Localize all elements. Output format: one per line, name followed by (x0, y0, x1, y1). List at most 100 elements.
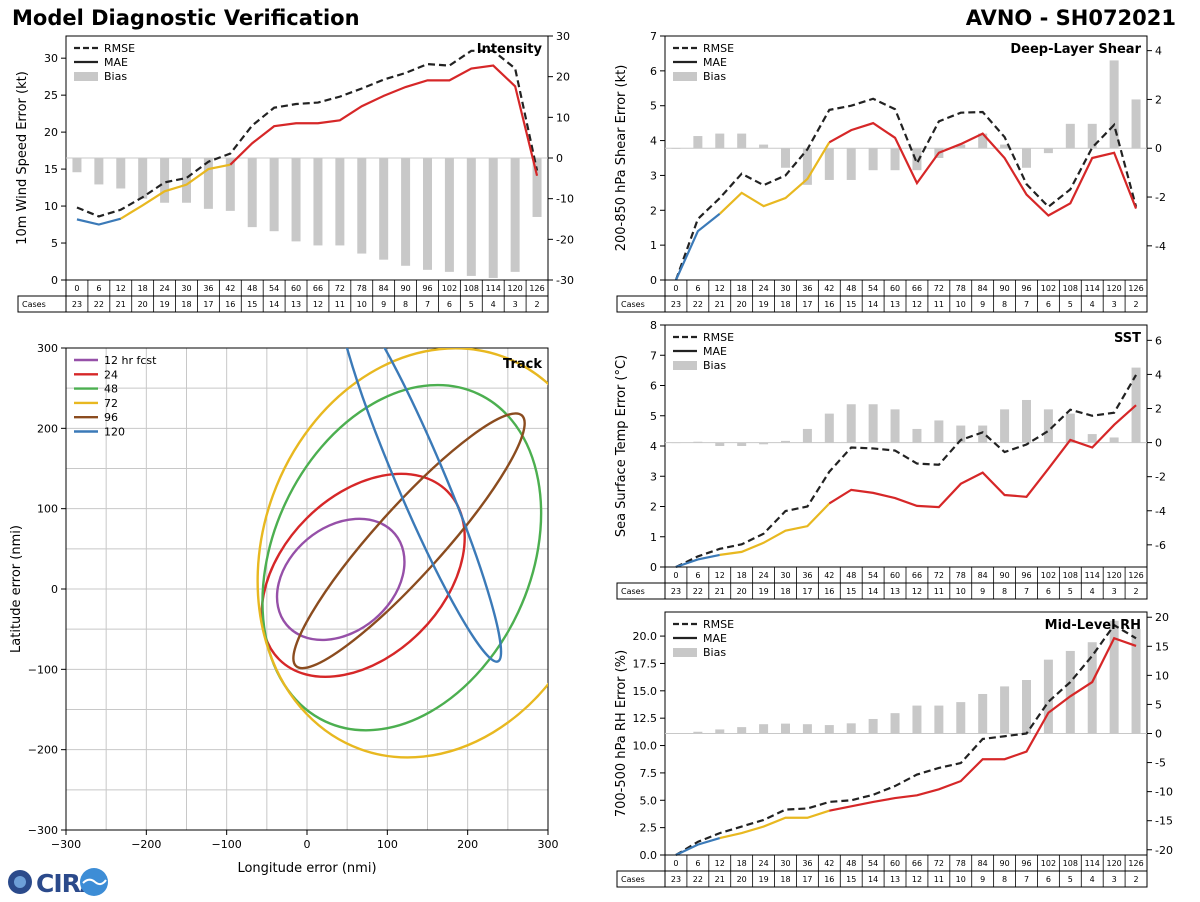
intensity-hour-cell-30: 30 (181, 284, 191, 293)
rh-legend-bias-label: Bias (703, 646, 726, 659)
track-ellipse-3 (256, 348, 548, 759)
sst-case-cell-108: 5 (1068, 587, 1073, 596)
intensity-bias-bar-66 (313, 158, 323, 246)
sst-case-cell-0: 23 (671, 587, 681, 596)
rh-case-cell-30: 18 (780, 875, 790, 884)
intensity-case-cell-108: 5 (469, 300, 474, 309)
shear-hour-cell-0: 0 (673, 284, 678, 293)
intensity-case-cell-66: 12 (313, 300, 323, 309)
shear-case-cell-96: 7 (1024, 300, 1029, 309)
intensity-hour-cell-24: 24 (159, 284, 169, 293)
rh-case-cell-84: 9 (980, 875, 985, 884)
rh-hour-cell-18: 18 (737, 859, 747, 868)
rh-ytick-label-7.5: 7.5 (640, 767, 658, 780)
shear-ytick-label-1: 1 (650, 239, 657, 252)
rh-ytick-label-0: 0.0 (640, 849, 658, 862)
intensity-hour-cell-114: 114 (486, 284, 501, 293)
shear-case-cell-12: 21 (715, 300, 725, 309)
intensity-case-cell-12: 21 (116, 300, 126, 309)
rh-mae-line-seg-1 (719, 809, 830, 840)
intensity-hour-cell-78: 78 (357, 284, 367, 293)
globe-center-icon (14, 876, 26, 888)
sst-y2tick-label-6: 6 (1155, 334, 1162, 347)
shear-y2tick-label--4: -4 (1155, 240, 1166, 253)
intensity-y2tick-label--10: -10 (556, 193, 574, 206)
sst-case-cell-96: 7 (1024, 587, 1029, 596)
shear-legend-bias-label: Bias (703, 70, 726, 83)
intensity-legend-mae-label: MAE (104, 56, 128, 69)
sst-ytick-label-3: 3 (650, 470, 657, 483)
sst-case-cell-60: 13 (890, 587, 900, 596)
track-ellipse-2 (261, 383, 543, 732)
rh-hour-cell-0: 0 (673, 859, 678, 868)
rh-bias-bar-66 (912, 705, 922, 734)
shear-hour-cell-66: 66 (912, 284, 922, 293)
rh-hour-cell-78: 78 (956, 859, 966, 868)
sst-case-cell-66: 12 (912, 587, 922, 596)
sst-case-cell-30: 18 (780, 587, 790, 596)
intensity-ytick-label-25: 25 (44, 89, 58, 102)
shear-bias-bar-48 (846, 148, 856, 180)
rh-ytick-label-12.5: 12.5 (633, 712, 658, 725)
sst-bias-bar-6 (693, 441, 703, 443)
shear-bias-bar-0 (671, 148, 681, 149)
sst-y2tick-label--6: -6 (1155, 539, 1166, 552)
shear-case-cell-72: 11 (934, 300, 944, 309)
intensity-ylabel: 10m Wind Speed Error (kt) (15, 71, 30, 245)
track-legend-label-1: 24 (104, 368, 118, 381)
sst-case-cell-126: 2 (1133, 587, 1138, 596)
sst-mae-line-seg-2 (828, 404, 1137, 509)
sst-bias-bar-78 (956, 425, 966, 443)
track-xlabel: Longitude error (nmi) (237, 861, 376, 876)
rh-ytick-label-5: 5.0 (640, 794, 658, 807)
intensity-y2tick-label-0: 0 (556, 152, 563, 165)
intensity-bias-bar-60 (291, 158, 301, 242)
track-legend-label-3: 72 (104, 397, 118, 410)
track-xtick-label--300: −300 (51, 838, 81, 851)
shear-bias-bar-126 (1131, 99, 1141, 149)
intensity-bias-bar-72 (335, 158, 345, 246)
rh-bias-bar-90 (1000, 686, 1010, 734)
sst-mae-line-seg-1 (719, 502, 831, 556)
shear-bias-bar-90 (1000, 144, 1010, 149)
track-ellipse-4 (292, 412, 526, 670)
sst-bias-bar-42 (824, 413, 834, 443)
sst-hour-cell-48: 48 (846, 571, 856, 580)
intensity-case-cell-18: 20 (138, 300, 148, 309)
rh-bias-bar-102 (1043, 659, 1053, 734)
rh-bias-bar-36 (802, 724, 812, 734)
rh-y2tick-label-5: 5 (1155, 698, 1162, 711)
sst-hour-cell-36: 36 (802, 571, 812, 580)
shear-legend-rmse-label: RMSE (703, 42, 734, 55)
sst-mae-line-seg-0 (675, 553, 720, 569)
sst-hour-cell-96: 96 (1021, 571, 1031, 580)
sst-bias-bar-96 (1022, 399, 1031, 443)
sst-hour-cell-24: 24 (758, 571, 768, 580)
track-legend-label-4: 96 (104, 411, 118, 424)
intensity-hour-cell-18: 18 (138, 284, 148, 293)
shear-hour-cell-90: 90 (999, 284, 1009, 293)
sst-case-cell-12: 21 (715, 587, 725, 596)
track-ytick-label--100: −100 (28, 663, 58, 676)
sst-case-cell-102: 6 (1046, 587, 1051, 596)
shear-case-cell-120: 3 (1112, 300, 1117, 309)
rh-case-cell-18: 20 (737, 875, 747, 884)
storm-id: AVNO - SH072021 (965, 6, 1176, 30)
shear-y2tick-label-2: 2 (1155, 93, 1162, 106)
rh-panel-title: Mid-Level RH (1045, 618, 1141, 633)
intensity-case-cell-120: 3 (513, 300, 518, 309)
shear-bias-bar-78 (956, 144, 966, 149)
rh-y2tick-label--5: -5 (1155, 757, 1166, 770)
intensity-y2tick-label--20: -20 (556, 233, 574, 246)
intensity-legend-bias-swatch (74, 72, 98, 81)
intensity-y2tick-label-10: 10 (556, 111, 570, 124)
shear-cases-label: Cases (621, 300, 645, 309)
rh-bias-bar-120 (1109, 620, 1119, 734)
shear-mae-line-seg-1 (719, 141, 831, 215)
intensity-ytick-label-5: 5 (51, 237, 58, 250)
intensity-panel-title: Intensity (477, 42, 543, 57)
shear-bias-bar-96 (1022, 148, 1031, 168)
rh-bias-bar-0 (671, 733, 681, 734)
shear-ytick-label-7: 7 (650, 30, 657, 43)
rh-case-cell-48: 15 (846, 875, 856, 884)
